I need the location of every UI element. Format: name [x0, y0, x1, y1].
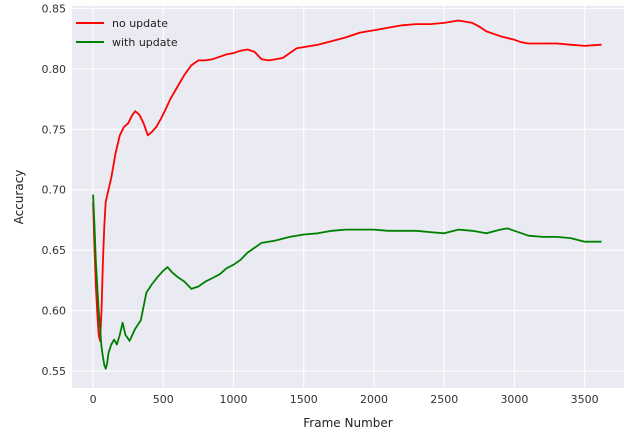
x-tick-label: 500	[153, 393, 174, 406]
x-tick-label: 2500	[430, 393, 458, 406]
series-line-no-update	[92, 19, 602, 342]
grid	[72, 6, 624, 388]
x-tick-labels: 0 500 1000 1500 2000 2500 3000 3500	[90, 393, 599, 406]
x-tick-label: 1500	[290, 393, 318, 406]
legend: no update with update	[76, 17, 178, 49]
series-line-with-update	[92, 194, 602, 370]
y-axis-title: Accuracy	[12, 170, 26, 225]
x-tick-label: 1000	[220, 393, 248, 406]
x-tick-label: 3500	[571, 393, 599, 406]
x-tick-label: 2000	[360, 393, 388, 406]
y-tick-label: 0.75	[42, 123, 67, 136]
legend-label-no-update: no update	[112, 17, 168, 30]
x-tick-label: 0	[90, 393, 97, 406]
y-tick-label: 0.55	[42, 365, 67, 378]
y-tick-label: 0.60	[42, 305, 67, 318]
y-tick-label: 0.65	[42, 244, 67, 257]
y-tick-labels: 0.55 0.60 0.65 0.70 0.75 0.80 0.85	[42, 2, 67, 378]
y-tick-label: 0.70	[42, 184, 67, 197]
series-layer	[92, 19, 602, 370]
x-axis-title: Frame Number	[303, 416, 392, 430]
y-tick-label: 0.85	[42, 2, 67, 15]
y-tick-label: 0.80	[42, 63, 67, 76]
x-tick-label: 3000	[500, 393, 528, 406]
plot-background	[72, 6, 624, 388]
legend-label-with-update: with update	[112, 36, 178, 49]
